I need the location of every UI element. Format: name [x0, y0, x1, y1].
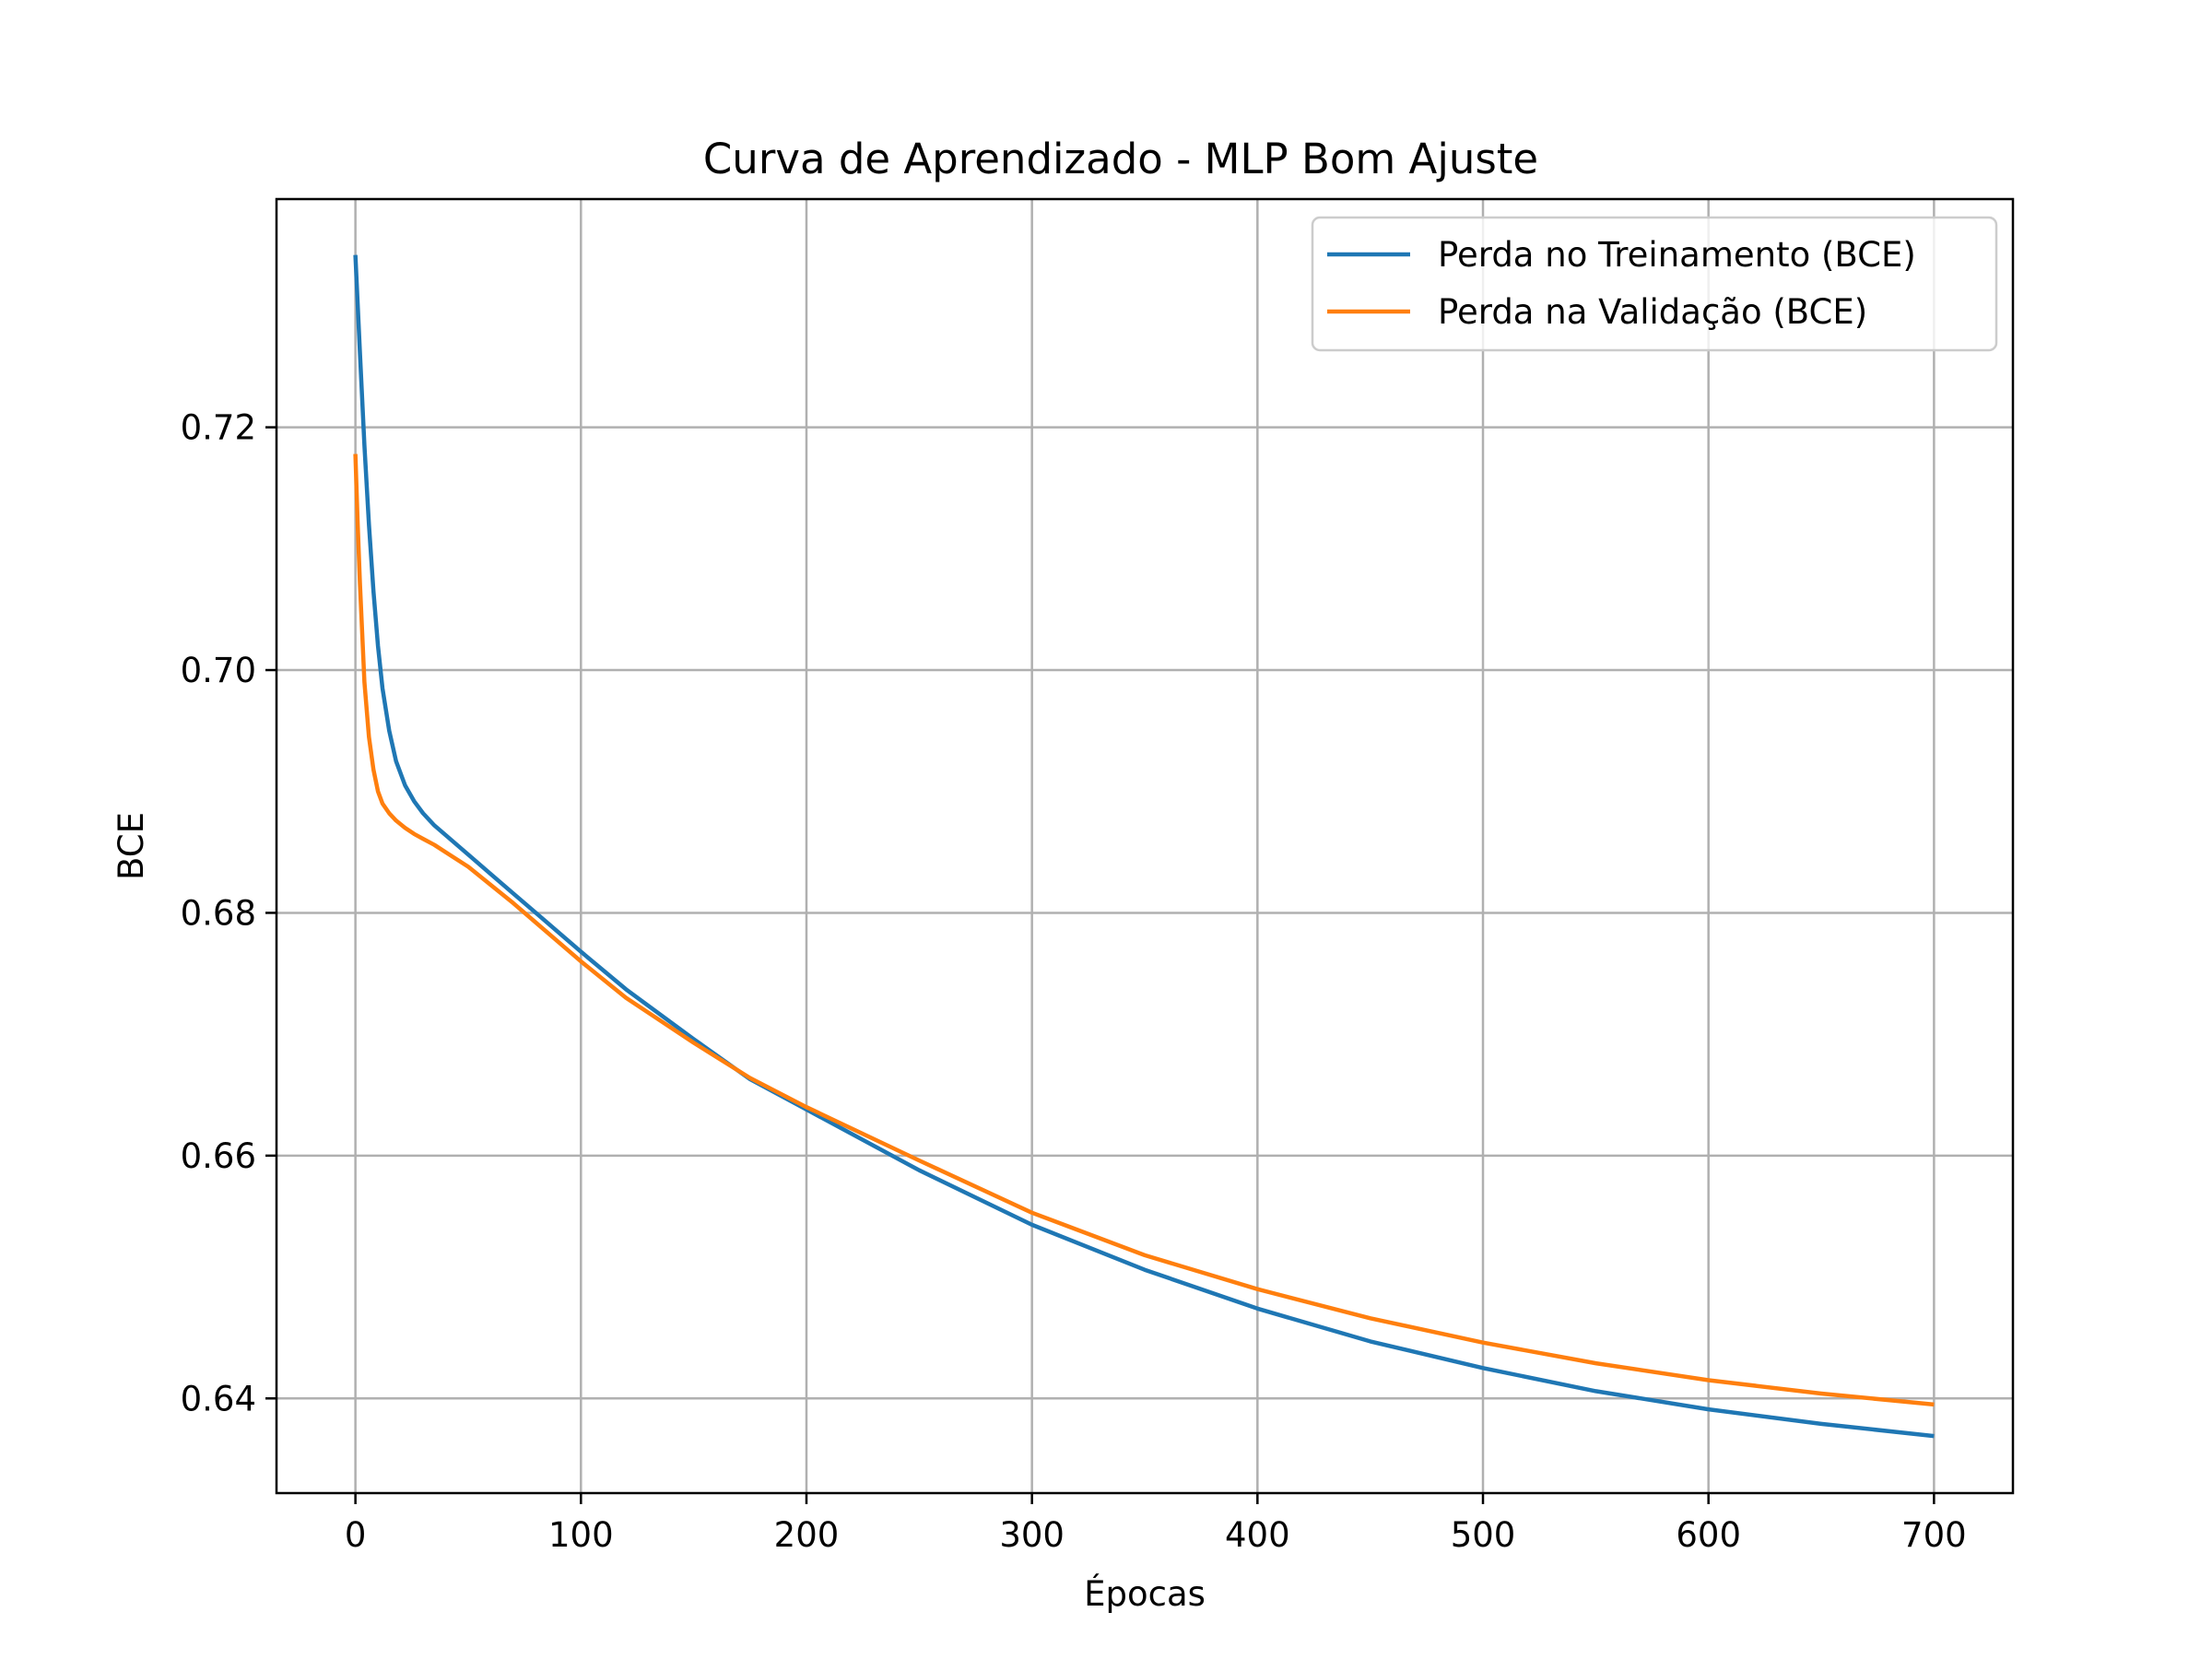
y-tick-label: 0.72: [181, 408, 256, 448]
legend: Perda no Treinamento (BCE) Perda na Vali…: [1311, 216, 1998, 352]
y-tick-label: 0.70: [181, 651, 256, 690]
y-axis-label: BCE: [112, 812, 151, 880]
y-tick-label: 0.66: [181, 1136, 256, 1176]
x-axis-label: Épocas: [1084, 1573, 1206, 1614]
x-tick-label: 100: [548, 1515, 614, 1555]
chart-title: Curva de Aprendizado - MLP Bom Ajuste: [703, 135, 1538, 183]
x-tick-label: 600: [1676, 1515, 1741, 1555]
series-lines: [353, 254, 1935, 1439]
series-line-train: [353, 254, 1935, 1439]
x-axis-ticks: 0 100 200 300 400 500 600 700: [345, 1493, 1967, 1555]
plot-frame: [275, 197, 2015, 1495]
y-tick-label: 0.64: [181, 1379, 256, 1418]
y-tick-label: 0.68: [181, 893, 256, 933]
x-tick-label: 200: [774, 1515, 840, 1555]
series-line-validation: [353, 453, 1935, 1407]
x-tick-label: 400: [1225, 1515, 1290, 1555]
y-axis-ticks: 0.64 0.66 0.68 0.70 0.72: [181, 408, 276, 1418]
legend-label-validation: Perda na Validação (BCE): [1438, 292, 1867, 332]
x-tick-label: 0: [345, 1515, 367, 1555]
x-tick-label: 700: [1901, 1515, 1967, 1555]
x-tick-label: 500: [1451, 1515, 1516, 1555]
legend-label-train: Perda no Treinamento (BCE): [1438, 235, 1916, 275]
grid-lines: [276, 199, 2013, 1493]
legend-box: [1311, 216, 1998, 352]
x-tick-label: 300: [999, 1515, 1065, 1555]
